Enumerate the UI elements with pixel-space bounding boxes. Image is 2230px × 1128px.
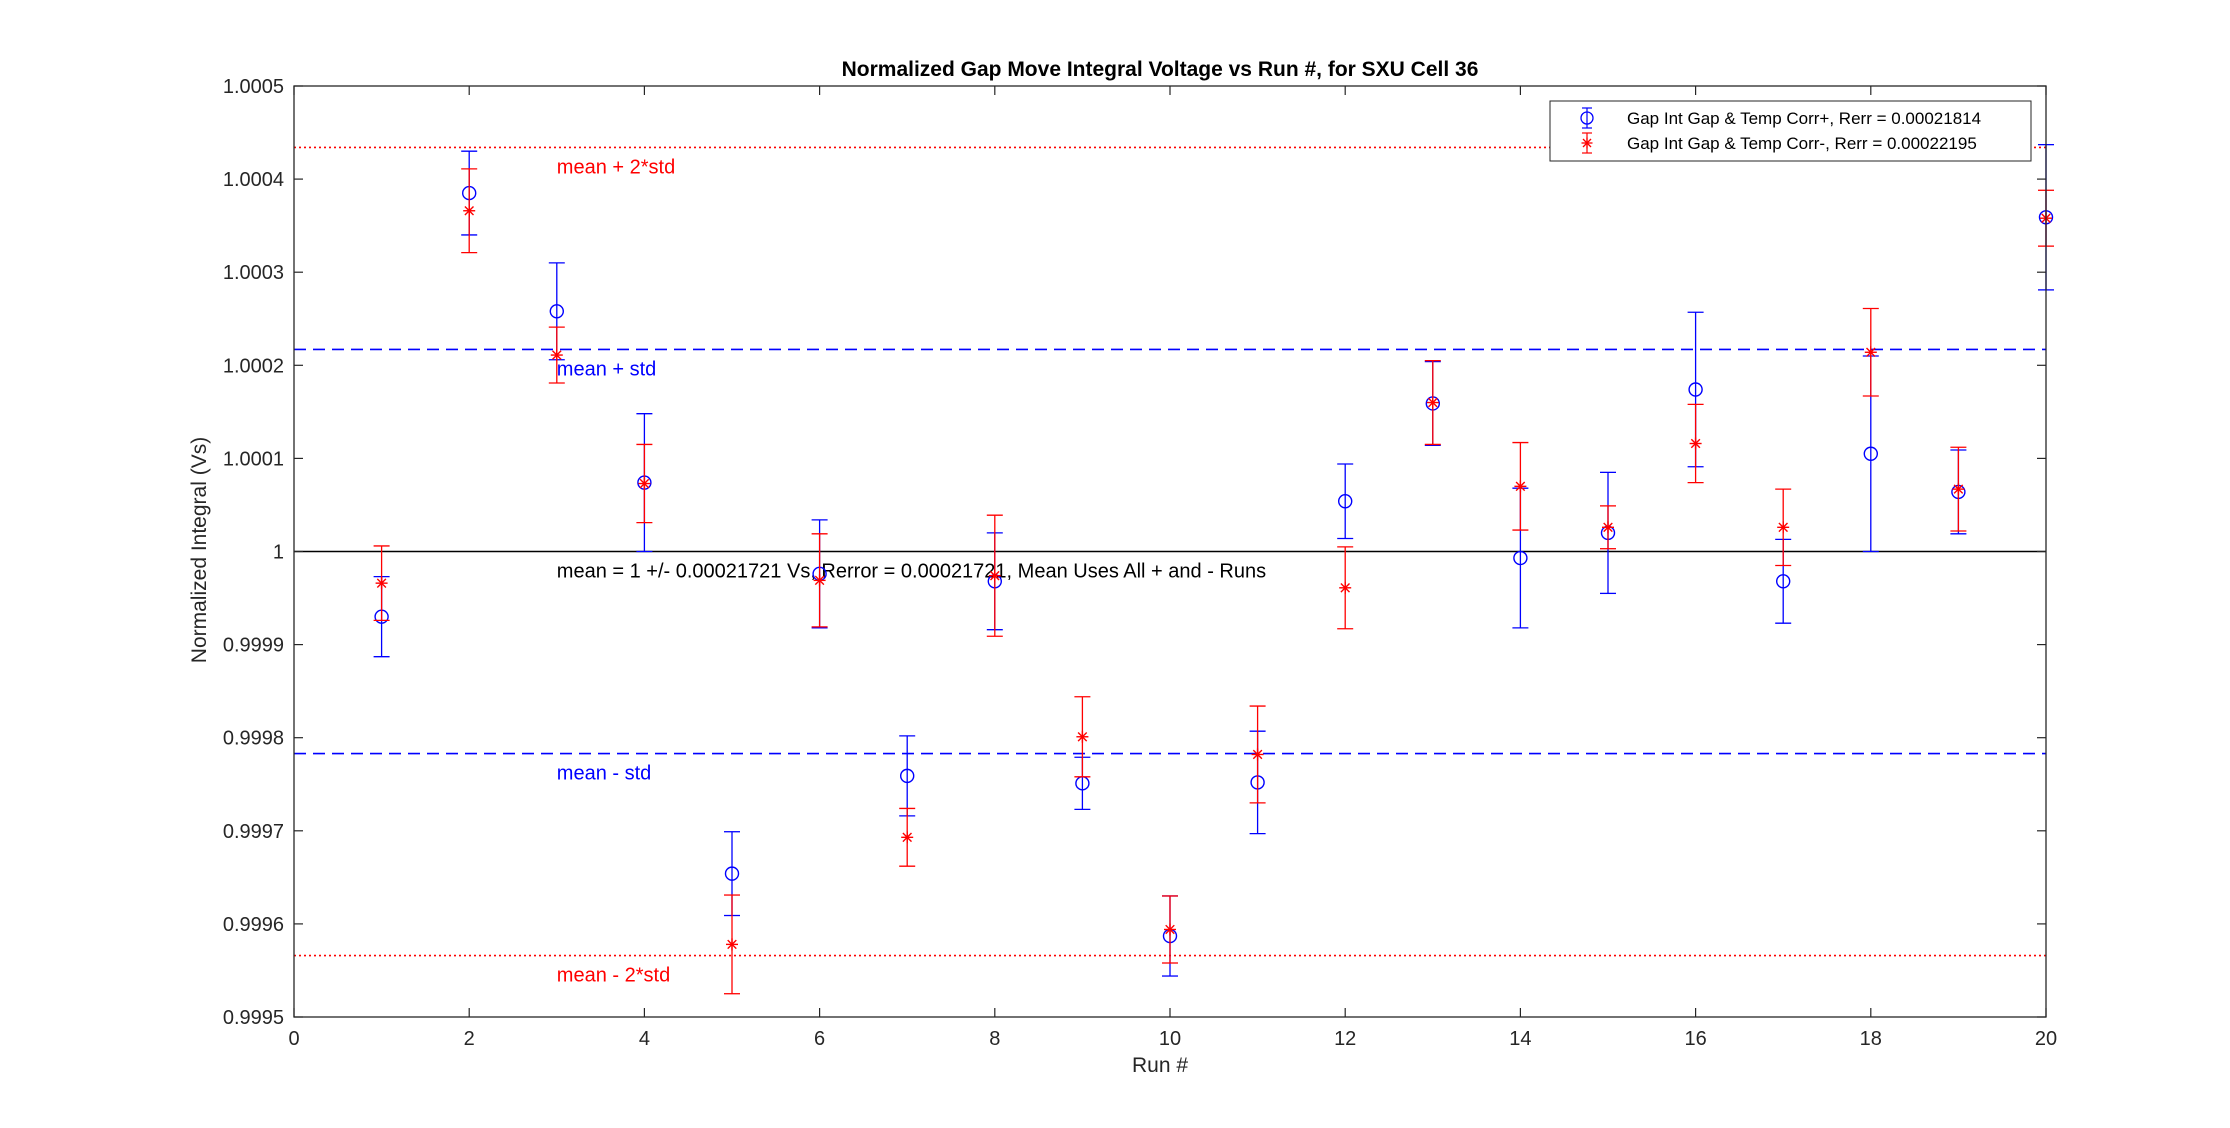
star-stroke [464, 205, 474, 216]
star-stroke [1603, 522, 1613, 533]
y-tick-label: 1.0003 [223, 262, 284, 284]
x-tick-label: 6 [814, 1028, 825, 1050]
star-stroke [376, 578, 387, 588]
data-point [638, 477, 651, 490]
y-tick-label: 1.0004 [223, 169, 284, 191]
series [373, 168, 2054, 995]
reference-line-label: mean - std [557, 763, 651, 785]
data-point [1863, 446, 1879, 461]
x-tick-label: 4 [639, 1028, 650, 1050]
data-point [900, 768, 915, 784]
star-stroke [1077, 731, 1088, 742]
reference-line-label: mean + std [557, 358, 657, 380]
legend: Gap Int Gap & Temp Corr+, Rerr = 0.00021… [1549, 100, 2032, 162]
x-axis-label: Run # [1132, 1054, 1188, 1077]
legend-label: Gap Int Gap & Temp Corr+, Rerr = 0.00021… [1627, 109, 1981, 128]
chart-title: Normalized Gap Move Integral Voltage vs … [842, 58, 1479, 81]
x-tick-label: 20 [2035, 1028, 2057, 1050]
data-point [1513, 550, 1528, 566]
x-tick-label: 10 [1159, 1028, 1181, 1050]
x-tick-label: 14 [1509, 1028, 1531, 1050]
data-point [463, 204, 476, 217]
x-tick-label: 0 [288, 1028, 299, 1050]
y-tick-label: 0.9998 [223, 728, 284, 750]
data-point [1164, 923, 1176, 936]
data-point [1777, 521, 1790, 534]
series-layer [373, 144, 2054, 995]
legend-item: Gap Int Gap & Temp Corr+, Rerr = 0.00021… [1580, 107, 1981, 129]
y-tick-label: 1.0001 [223, 448, 284, 470]
y-tick-label: 1 [273, 542, 284, 564]
legend-label: Gap Int Gap & Temp Corr-, Rerr = 0.00022… [1627, 134, 1977, 153]
x-tick-label: 2 [464, 1028, 475, 1050]
star-stroke [1778, 522, 1788, 533]
star-stroke [990, 570, 1000, 581]
data-point [901, 831, 914, 844]
star-stroke [1953, 484, 1964, 494]
y-tick-label: 0.9997 [223, 821, 284, 843]
star-stroke [814, 575, 825, 586]
star-stroke [1690, 438, 1701, 449]
data-point [1689, 437, 1702, 450]
x-tick-label: 16 [1684, 1028, 1706, 1050]
y-axis-label: Normalized Integral (Vs) [188, 437, 211, 663]
y-tick-label: 1.0005 [223, 76, 284, 98]
star-stroke [639, 478, 650, 489]
reference-line-label: mean - 2*std [557, 965, 670, 987]
data-point [375, 577, 388, 590]
data-point [549, 304, 564, 319]
data-point [550, 349, 563, 362]
legend-marker [1581, 137, 1593, 149]
star-stroke [1340, 583, 1350, 593]
star-stroke [1582, 138, 1592, 148]
star-stroke [1515, 481, 1526, 492]
star-stroke [902, 832, 912, 843]
star-stroke [1428, 397, 1438, 408]
reference-line-label: mean = 1 +/- 0.00021721 Vs, Rerror = 0.0… [557, 561, 1266, 583]
star-stroke [1252, 749, 1263, 760]
x-tick-label: 18 [1860, 1028, 1882, 1050]
reference-line-label: mean + 2*std [557, 156, 675, 178]
data-point [813, 574, 826, 587]
legend-item: Gap Int Gap & Temp Corr-, Rerr = 0.00022… [1581, 132, 1977, 154]
x-tick-label: 12 [1334, 1028, 1356, 1050]
legend-box [1549, 100, 2032, 162]
data-point [988, 569, 1001, 582]
star-stroke [727, 939, 737, 950]
data-point [726, 938, 738, 951]
data-point [1337, 494, 1353, 509]
data-point [1688, 382, 1703, 397]
star-stroke [1866, 347, 1876, 358]
legend-marker [1580, 111, 1594, 125]
data-point [1251, 748, 1264, 761]
data-point [1775, 574, 1791, 589]
y-tick-label: 1.0002 [223, 355, 284, 377]
x-tick-label: 8 [989, 1028, 1000, 1050]
data-point [724, 866, 740, 881]
ticks: 0 2 4 6 8 10 12 14 16 18 20 0.9995 0.9996 0.9997 0.999… [223, 76, 2057, 1050]
star-stroke [552, 350, 562, 360]
y-tick-label: 0.9999 [223, 635, 284, 657]
data-point [1602, 521, 1614, 534]
data-point [1426, 396, 1439, 409]
data-point [1864, 346, 1877, 359]
data-point [1952, 483, 1965, 496]
data-point [1339, 581, 1352, 594]
star-stroke [1165, 924, 1175, 935]
data-point [1076, 730, 1089, 743]
data-point [1514, 480, 1527, 493]
y-tick-label: 0.9995 [223, 1007, 284, 1029]
y-tick-label: 0.9996 [223, 914, 284, 936]
